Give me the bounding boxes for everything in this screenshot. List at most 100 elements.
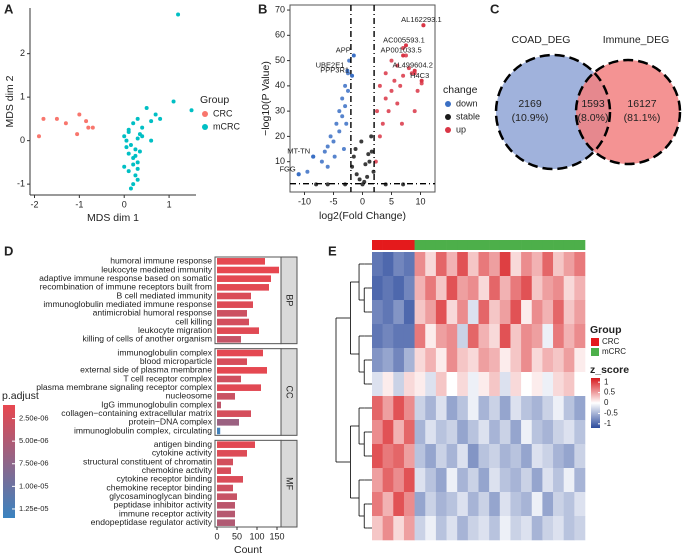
heat-cell <box>382 372 394 397</box>
legend-label: stable <box>456 111 480 121</box>
group-cell <box>574 240 586 250</box>
legend-title: z_score <box>590 364 629 376</box>
annotated-point <box>296 172 301 177</box>
point <box>340 114 345 119</box>
point <box>362 179 367 184</box>
heat-cell <box>435 252 447 277</box>
y-tick-label: 0 <box>20 135 25 145</box>
heat-cell <box>574 444 586 469</box>
heat-cell <box>446 468 458 493</box>
point <box>126 151 131 156</box>
point <box>124 145 129 150</box>
point <box>401 182 406 187</box>
heat-cell <box>467 276 479 301</box>
point <box>128 142 133 147</box>
heat-cell <box>542 372 554 397</box>
bar <box>217 502 235 509</box>
heat-cell <box>382 420 394 445</box>
heat-cell <box>435 324 447 349</box>
heat-cell <box>499 468 511 493</box>
x-tick-label: 150 <box>269 531 284 541</box>
y-axis-label: −log10(P Value) <box>260 61 272 136</box>
point <box>343 104 348 109</box>
point <box>337 129 342 134</box>
heat-cell <box>574 396 586 421</box>
point <box>128 186 133 191</box>
colorbar-label: 2.50e-06 <box>19 414 49 423</box>
point <box>126 169 131 174</box>
y-tick-label: 30 <box>275 106 285 116</box>
category-label: cell killing <box>175 316 212 326</box>
point <box>398 83 403 88</box>
category-label: structural constituent of chromatin <box>83 456 212 466</box>
annotated-point <box>412 68 417 73</box>
heat-cell <box>531 516 543 541</box>
venn-outline <box>494 53 612 171</box>
annotation: AP001033.5 <box>380 46 421 55</box>
heat-cell <box>553 372 564 397</box>
heat-cell <box>499 444 511 469</box>
point <box>367 159 372 164</box>
point <box>122 164 127 169</box>
point <box>325 144 330 149</box>
heat-cell <box>510 444 522 469</box>
heat-cell <box>563 324 575 349</box>
group-cell <box>467 240 479 250</box>
heat-cell <box>553 348 564 373</box>
point <box>343 83 348 88</box>
heat-cell <box>457 492 469 517</box>
heat-cell <box>478 348 490 373</box>
point <box>386 109 391 114</box>
x-tick-label: 0 <box>214 531 219 541</box>
heat-cell <box>393 324 405 349</box>
category-label: leukocyte mediated immunity <box>101 264 213 274</box>
group-cell <box>435 240 447 250</box>
heat-cell <box>489 252 501 277</box>
point <box>369 134 374 139</box>
legend-swatch <box>445 127 451 133</box>
heat-cell <box>489 444 501 469</box>
bar <box>217 467 231 474</box>
point <box>389 88 394 93</box>
heat-cell <box>542 396 554 421</box>
group-cell <box>446 240 458 250</box>
heat-cell <box>542 420 554 445</box>
heat-cell <box>425 324 437 349</box>
point <box>401 73 406 78</box>
heat-cell <box>446 276 458 301</box>
venn-set <box>496 55 610 169</box>
x-tick-label: -5 <box>329 196 337 206</box>
category-label: chemokine activity <box>142 465 213 475</box>
region-percent: (81.1%) <box>624 112 661 124</box>
point <box>176 12 181 17</box>
heat-cell <box>510 276 522 301</box>
x-tick-label: -1 <box>75 199 83 209</box>
point <box>135 166 140 171</box>
legend-title: Group <box>590 324 622 336</box>
panel-letter: E <box>328 243 337 258</box>
plot-frame <box>289 4 436 193</box>
bar <box>217 349 263 357</box>
category-label: antigen binding <box>154 439 213 449</box>
colorbar-label: -1 <box>604 419 612 428</box>
heat-cell <box>478 444 490 469</box>
point <box>401 45 406 50</box>
heat-cell <box>531 252 543 277</box>
point <box>158 116 163 121</box>
legend-title: p.adjust <box>2 390 39 402</box>
group-cell <box>382 240 394 250</box>
heat-cell <box>563 444 575 469</box>
heat-cell <box>372 468 383 493</box>
heat-cell <box>457 324 469 349</box>
heat-cell <box>531 396 543 421</box>
heat-cell <box>521 324 533 349</box>
bar <box>217 358 247 365</box>
group-cell <box>414 240 426 250</box>
bar <box>217 258 265 265</box>
heat-cell <box>446 492 458 517</box>
region-count: 1593 <box>581 98 605 110</box>
heat-cell <box>414 252 426 277</box>
bar <box>217 292 251 300</box>
heat-cell <box>403 492 415 517</box>
heat-cell <box>372 300 383 325</box>
